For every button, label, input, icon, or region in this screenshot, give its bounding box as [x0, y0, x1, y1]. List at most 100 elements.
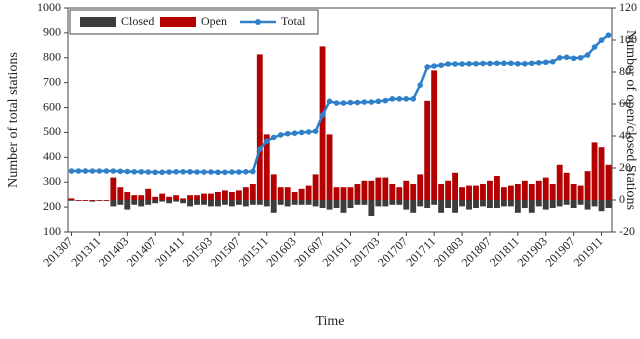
- line-point: [215, 169, 221, 176]
- x-tick-label: 201603: [263, 234, 298, 269]
- y2-tick-label: 60: [619, 96, 631, 110]
- line-point: [103, 168, 110, 174]
- y2-tick-label: 20: [619, 160, 631, 174]
- line-point: [577, 54, 584, 61]
- line-point: [180, 168, 186, 175]
- bar: [305, 200, 312, 205]
- line-point: [256, 146, 263, 152]
- bar: [556, 164, 563, 200]
- bar: [117, 187, 124, 200]
- bar: [452, 172, 459, 200]
- line-point: [445, 61, 451, 67]
- y-tick-label: 900: [43, 25, 61, 39]
- x-tick-label: 201507: [208, 234, 243, 269]
- bar: [340, 200, 347, 213]
- line-point: [549, 58, 556, 65]
- bar: [312, 174, 319, 200]
- bar: [96, 200, 103, 201]
- line-point: [124, 168, 131, 175]
- bar: [577, 185, 584, 200]
- line-point: [187, 168, 193, 175]
- line-point: [459, 61, 465, 67]
- line-point: [528, 60, 535, 67]
- bar: [584, 200, 591, 210]
- line-point: [263, 138, 270, 144]
- line-point: [556, 54, 563, 61]
- bar: [166, 196, 173, 200]
- bar: [228, 200, 235, 207]
- line-point: [354, 99, 361, 106]
- bar: [500, 200, 507, 207]
- bar: [417, 200, 424, 207]
- bar: [591, 142, 598, 200]
- line-point: [340, 100, 347, 106]
- bar: [187, 195, 193, 200]
- bar: [347, 187, 354, 200]
- bar: [382, 200, 389, 207]
- bar: [570, 200, 577, 208]
- bar: [159, 200, 166, 202]
- bar: [152, 200, 159, 204]
- line-point: [75, 168, 82, 174]
- line-point: [312, 128, 319, 134]
- y2-tick-label: 40: [619, 128, 631, 142]
- line-point: [284, 130, 291, 137]
- line-point: [389, 96, 396, 102]
- legend-swatch-marker: [255, 19, 261, 25]
- y-tick-label: 200: [43, 199, 61, 213]
- legend: Closed Open Total: [69, 9, 319, 35]
- bar: [270, 174, 277, 200]
- line-point: [277, 132, 284, 138]
- bar: [326, 134, 333, 200]
- line-point: [570, 55, 577, 62]
- bar: [354, 184, 361, 200]
- bar: [201, 193, 207, 200]
- bar: [563, 172, 570, 200]
- line-point: [229, 169, 235, 175]
- bar: [215, 192, 221, 200]
- line-point: [270, 134, 277, 141]
- line-point: [243, 168, 249, 175]
- line-point: [424, 64, 430, 70]
- bar: [249, 184, 256, 200]
- y-tick-label: 300: [43, 174, 61, 188]
- bar: [598, 147, 605, 200]
- bar: [201, 200, 207, 205]
- bar: [354, 200, 361, 205]
- bar: [89, 200, 96, 201]
- bar: [284, 187, 291, 200]
- bar: [291, 192, 298, 200]
- x-tick-label: 201811: [487, 234, 522, 269]
- bar: [487, 200, 493, 208]
- line-point: [508, 60, 514, 67]
- bar: [417, 174, 424, 200]
- line-point: [131, 168, 138, 175]
- x-tick-label: 201711: [403, 234, 438, 269]
- bar: [514, 184, 521, 200]
- bar: [215, 200, 221, 207]
- bar: [521, 180, 528, 200]
- y-tick-label: 500: [43, 124, 61, 138]
- bar: [277, 187, 284, 200]
- bar: [424, 100, 431, 200]
- line-point: [236, 169, 242, 175]
- y-tick-label: 100: [43, 224, 61, 238]
- bar: [584, 171, 591, 200]
- bar: [263, 134, 270, 200]
- line-point: [417, 82, 424, 88]
- bar: [277, 200, 284, 205]
- line-point: [145, 169, 152, 175]
- bar: [487, 180, 493, 200]
- line-point: [201, 169, 207, 175]
- x-tick-label: 201911: [571, 234, 606, 269]
- x-tick-label: 201803: [431, 234, 466, 269]
- bar: [577, 200, 584, 205]
- bar: [403, 180, 410, 200]
- bar: [431, 200, 438, 205]
- line-point: [410, 96, 417, 102]
- bar: [570, 184, 577, 200]
- line: [71, 34, 610, 174]
- bar: [528, 184, 535, 200]
- bar: [598, 200, 605, 212]
- line-point: [494, 60, 500, 67]
